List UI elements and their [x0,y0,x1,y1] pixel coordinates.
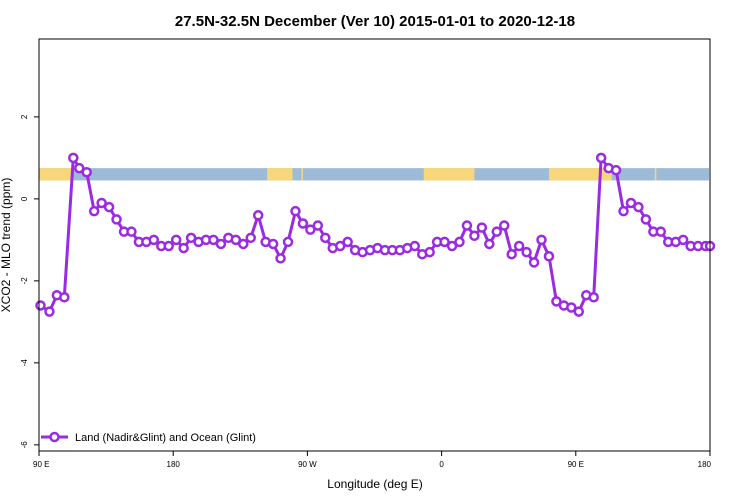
data-point [170,234,182,246]
data-point [640,214,652,225]
land-band-segment [39,168,72,181]
data-point [491,226,503,237]
data-point [521,246,532,258]
x-tick-label: 90 E [568,460,584,469]
data-point [81,166,92,178]
data-point [320,232,331,244]
data-point [677,234,689,246]
land-band-segment [301,168,303,181]
data-point [655,226,667,237]
data-point [484,238,495,250]
data-point [618,205,629,217]
data-point [230,234,242,246]
chart-title: 27.5N-32.5N December (Ver 10) 2015-01-01… [175,13,575,30]
y-tick-label: -2 [20,277,29,285]
data-point [424,246,435,258]
data-point [103,201,115,213]
data-point [163,240,174,252]
data-point [342,236,353,248]
x-tick-label: 0 [439,460,444,469]
data-point [245,232,256,244]
y-tick-label: 2 [20,114,29,119]
data-point [208,234,219,246]
land-band-segment [654,168,657,181]
x-tick-label: 180 [698,460,712,469]
land-band-segment [548,168,612,181]
x-axis: 90 E 180 90 W 0 90 E 180 [33,451,712,469]
data-point [633,201,644,213]
y-axis-label: XCO2 - MLO trend (ppm) [0,178,13,313]
data-point [148,234,160,246]
plot-frame [38,38,711,452]
ocean-band [40,168,709,181]
data-point [238,238,249,250]
data-point [566,302,577,313]
data-point [111,214,122,225]
data-point [290,205,301,217]
data-point [513,240,525,252]
data-point [178,242,189,254]
data-point [215,238,227,250]
x-axis-label: Longitude (deg E) [327,477,422,491]
data-point [409,240,421,252]
data-point [282,236,294,248]
data-point [59,292,70,303]
data-point [35,300,46,311]
data-point [498,220,510,231]
y-axis: 2 0 -2 -4 -6 [20,114,39,448]
legend-label: Land (Nadir&Glint) and Ocean (Glint) [75,432,256,444]
data-point [454,236,465,248]
data-point [476,222,488,233]
surface-band [39,168,709,181]
data-point [275,253,286,264]
data-point [44,306,55,317]
x-tick-label: 90 E [33,460,49,469]
y-tick-label: -6 [20,441,29,449]
data-point [252,210,264,221]
data-point [536,234,547,246]
data-point [573,306,585,317]
data-point [551,296,562,307]
data-point [439,236,450,248]
data-point [461,220,473,231]
data-point [625,197,637,209]
data-point [334,240,346,252]
data-point [267,238,279,250]
data-point [506,248,517,260]
data-point [588,292,599,303]
data-point [74,162,85,174]
data-point [297,218,309,229]
data-point [528,257,540,268]
data-point [446,240,458,252]
data-point [185,232,197,244]
data-point [469,230,480,242]
legend-swatch-marker [49,431,60,443]
data-point [595,152,607,164]
data-point [305,224,316,235]
y-tick-label: -4 [20,359,29,367]
data-point [126,226,137,237]
data-point [88,205,100,217]
data-point [96,197,107,209]
x-tick-label: 180 [167,460,181,469]
x-tick-label: 90 W [298,460,317,469]
land-band-segment [267,168,293,181]
land-band-segment [423,168,475,181]
data-point [312,220,324,231]
data-point [68,152,79,164]
legend: Land (Nadir&Glint) and Ocean (Glint) [41,431,256,444]
data-point [543,251,555,262]
y-tick-label: 0 [20,196,29,201]
series-layer [35,152,716,317]
data-point [610,164,622,176]
